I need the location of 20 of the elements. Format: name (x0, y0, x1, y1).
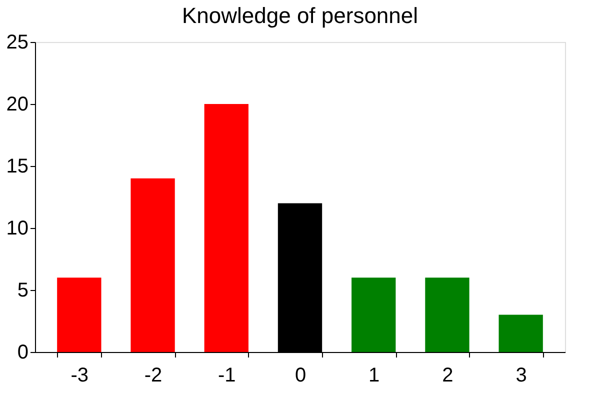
x-tick-label: -3 (70, 364, 89, 386)
x-tick-label: 0 (294, 364, 306, 386)
bar (425, 278, 470, 352)
x-tick-label: 1 (368, 364, 380, 386)
x-tick-label: -2 (144, 364, 162, 386)
y-tick-label: 5 (17, 280, 28, 302)
y-tick-label: 0 (17, 342, 28, 364)
bar (57, 278, 102, 352)
y-tick-label: 20 (6, 94, 28, 116)
x-tick-label: 2 (442, 364, 454, 386)
bar (130, 178, 175, 352)
x-tick-label: 3 (516, 364, 527, 386)
x-tick-label: -1 (218, 364, 236, 386)
bar (204, 104, 248, 352)
y-tick-label: 25 (6, 32, 28, 54)
bar (498, 314, 543, 352)
chart-title: Knowledge of personnel (182, 3, 418, 28)
y-tick-label: 10 (6, 218, 28, 240)
bar (352, 278, 396, 352)
y-tick-label: 15 (6, 156, 28, 178)
